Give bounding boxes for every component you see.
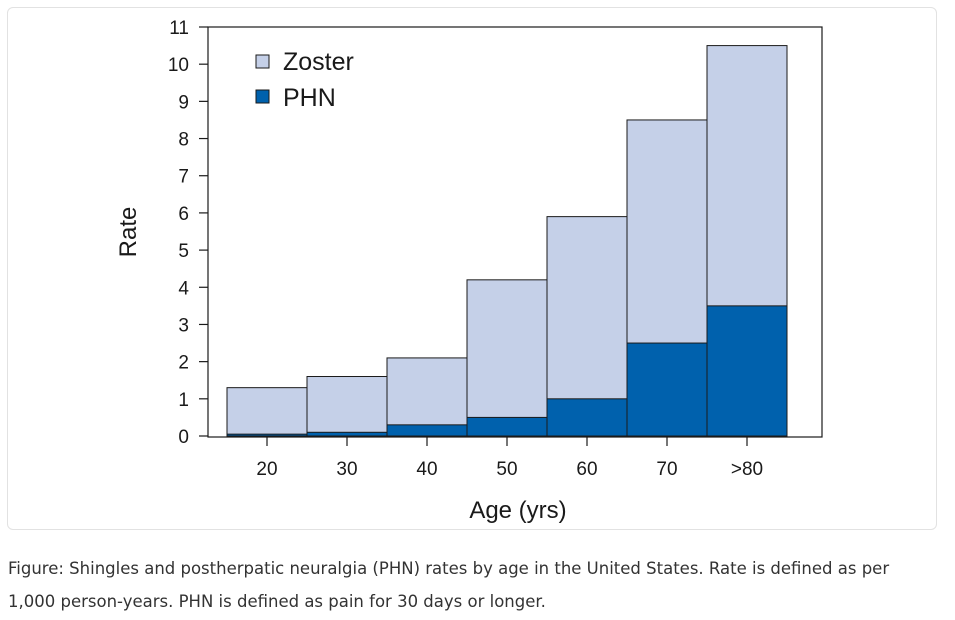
phn-bar-60 (546, 398, 628, 437)
x-tick-label: 70 (656, 459, 677, 480)
legend-swatch-zoster (255, 54, 270, 69)
x-tick-label: 20 (256, 459, 277, 480)
zoster-bar-20 (226, 387, 308, 437)
phn-bars (226, 305, 788, 437)
y-tick-label: 1 (178, 390, 189, 411)
legend-label-zoster: Zoster (283, 48, 354, 76)
phn-bar-gte80 (706, 305, 788, 437)
zoster-bar-30 (306, 376, 388, 437)
x-tick-label: 60 (576, 459, 597, 480)
y-tick-label: 5 (178, 241, 189, 262)
y-axis-title: Rate (115, 207, 142, 258)
y-tick-label: 7 (178, 167, 189, 188)
legend-label-phn: PHN (283, 84, 336, 112)
y-axis: 0 1 2 3 4 5 6 7 8 9 10 11 (168, 18, 208, 448)
y-tick-label: 9 (178, 92, 189, 113)
x-tick-label: 30 (336, 459, 357, 480)
phn-bar-70 (626, 342, 708, 437)
y-tick-label: 8 (178, 130, 189, 151)
legend-swatch-phn (255, 89, 270, 104)
phn-bar-20 (226, 433, 308, 437)
histogram-chart: 0 1 2 3 4 5 6 7 8 9 10 11 20 30 40 50 60 70 >80 Rate Age … (115, 18, 823, 524)
zoster-bar-40 (386, 357, 468, 437)
figure-caption: Figure: Shingles and postherpatic neural… (8, 559, 890, 611)
x-tick-label: 50 (496, 459, 517, 480)
plot-frame (207, 26, 823, 438)
x-axis-title: Age (yrs) (469, 497, 566, 524)
phn-bar-30 (306, 431, 388, 437)
y-tick-label: 3 (178, 315, 189, 336)
phn-bar-40 (386, 424, 468, 437)
phn-bar-50 (466, 416, 548, 437)
x-axis: 20 30 40 50 60 70 >80 (256, 437, 763, 480)
y-tick-label: 11 (169, 18, 189, 39)
zoster-bar-50 (466, 279, 548, 437)
x-tick-label: >80 (731, 459, 763, 480)
y-tick-label: 4 (178, 278, 189, 299)
y-tick-label: 0 (178, 427, 189, 448)
y-tick-label: 6 (178, 204, 189, 225)
x-tick-label: 40 (416, 459, 437, 480)
legend: Zoster PHN (255, 48, 354, 112)
y-tick-label: 2 (178, 353, 189, 374)
y-tick-label: 10 (168, 55, 189, 76)
